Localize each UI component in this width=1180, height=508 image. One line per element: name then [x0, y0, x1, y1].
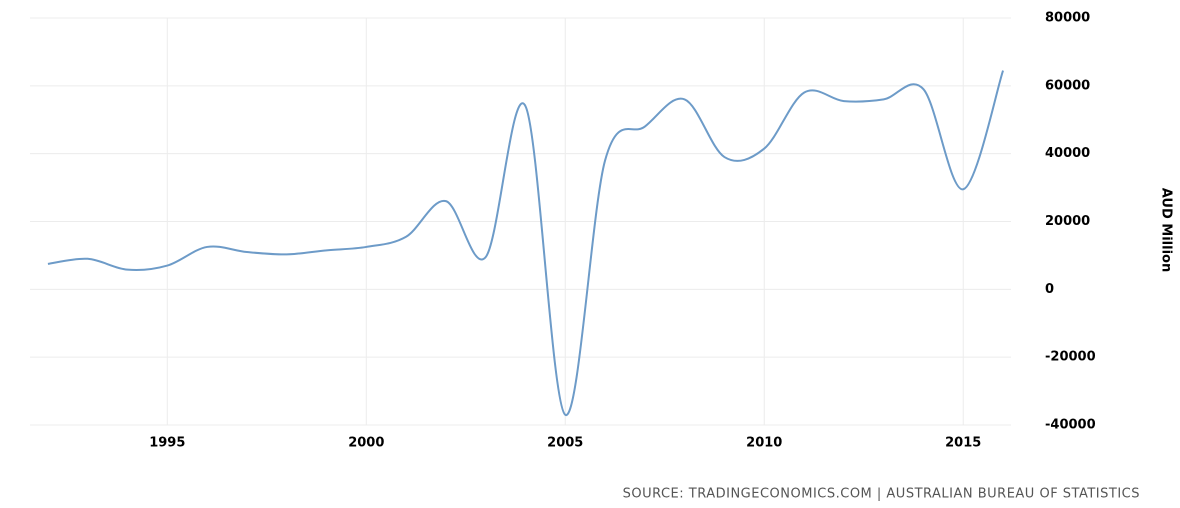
x-tick-label: 2010	[746, 436, 782, 451]
y-axis-label: AUD Million	[1159, 188, 1174, 272]
y-tick-label: 60000	[1045, 78, 1090, 93]
x-tick-label: 1995	[149, 436, 185, 451]
y-tick-label: -20000	[1045, 350, 1096, 365]
data-line	[47, 70, 1004, 416]
source: SOURCE: TRADINGECONOMICS.COM | AUSTRALIA…	[623, 487, 1140, 502]
y-tick-label: 40000	[1045, 146, 1090, 161]
y-tick-label: 0	[1045, 282, 1054, 297]
y-tick-label: 80000	[1045, 11, 1090, 26]
y-tick-label: 20000	[1045, 214, 1090, 229]
x-tick-label: 2000	[348, 436, 384, 451]
x-tick-label: 2005	[547, 436, 583, 451]
x-tick-label: 2015	[945, 436, 981, 451]
y-tick-label: -40000	[1045, 418, 1096, 433]
